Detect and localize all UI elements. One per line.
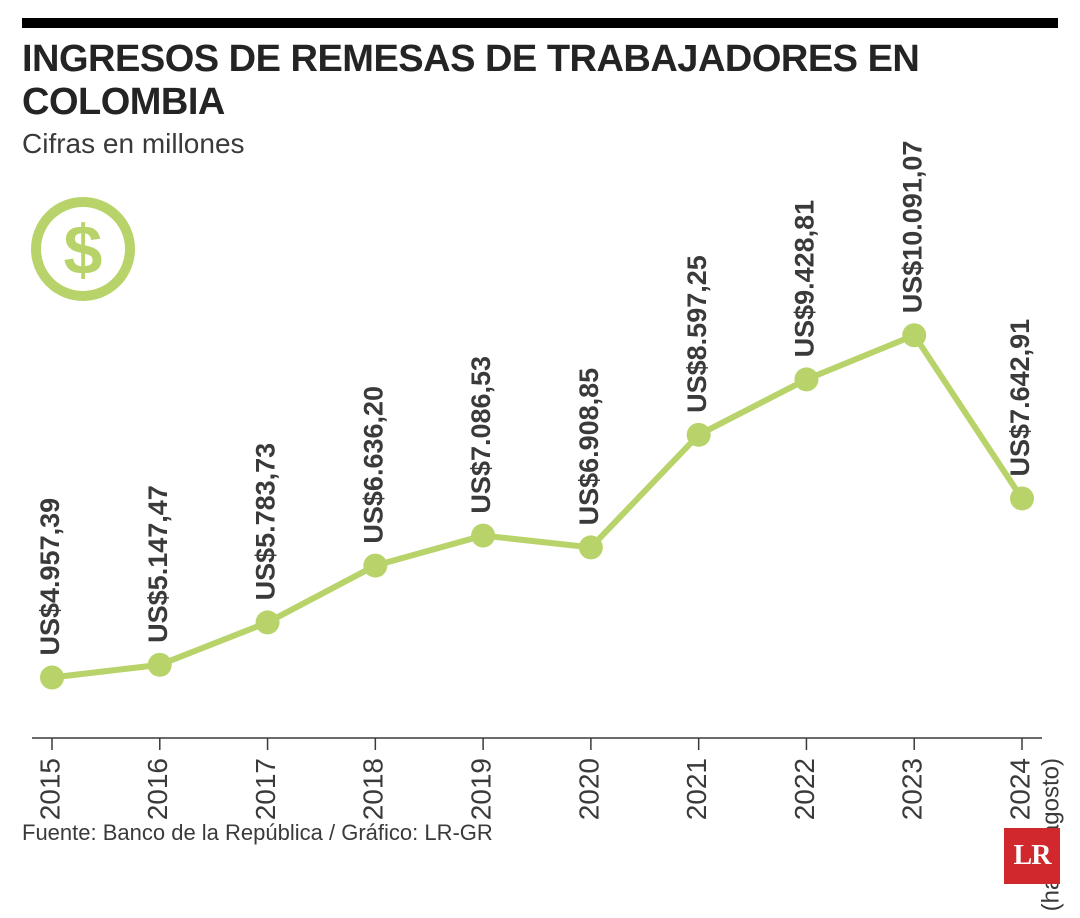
data-marker	[687, 423, 711, 447]
top-rule	[22, 18, 1058, 28]
source-line: Fuente: Banco de la República / Gráfico:…	[22, 820, 1058, 846]
brand-badge: LR	[1004, 828, 1060, 884]
value-label: US$5.783,73	[251, 443, 281, 601]
data-marker	[148, 653, 172, 677]
chart-area: $ 20152016201720182019202020212022202320…	[22, 188, 1058, 808]
value-label: US$10.091,07	[897, 141, 927, 314]
xaxis-year-label: 2023	[897, 758, 928, 820]
xaxis-year-label: 2021	[681, 758, 712, 820]
chart-title: INGRESOS DE REMESAS DE TRABAJADORES EN C…	[22, 38, 1058, 124]
data-marker	[579, 535, 603, 559]
xaxis-year-label: 2019	[466, 758, 497, 820]
data-marker	[794, 367, 818, 391]
value-label: US$6.908,85	[574, 368, 604, 526]
data-marker	[256, 610, 280, 634]
value-label: US$9.428,81	[790, 200, 820, 358]
value-label: US$5.147,47	[143, 485, 173, 643]
value-label: US$7.086,53	[466, 356, 496, 514]
xaxis-year-label: 2018	[358, 758, 389, 820]
data-marker	[471, 524, 495, 548]
data-marker	[40, 666, 64, 690]
value-label: US$4.957,39	[35, 498, 65, 656]
svg-text:$: $	[64, 211, 103, 289]
value-label: US$8.597,25	[682, 255, 712, 413]
xaxis-year-label: 2017	[250, 758, 281, 820]
xaxis-year-label: 2016	[142, 758, 173, 820]
data-marker	[1010, 486, 1034, 510]
xaxis-year-label: 2015	[34, 758, 65, 820]
dollar-icon: $	[28, 194, 138, 304]
xaxis-year-label: 2020	[573, 758, 604, 820]
xaxis-year-label: 2024	[1004, 758, 1035, 820]
xaxis-year-label: 2022	[789, 758, 820, 820]
value-label: US$7.642,91	[1005, 319, 1035, 477]
value-label: US$6.636,20	[358, 386, 388, 544]
data-marker	[363, 554, 387, 578]
line-chart: 2015201620172018201920202021202220232024…	[22, 188, 1058, 808]
data-line	[52, 335, 1022, 677]
data-marker	[902, 323, 926, 347]
